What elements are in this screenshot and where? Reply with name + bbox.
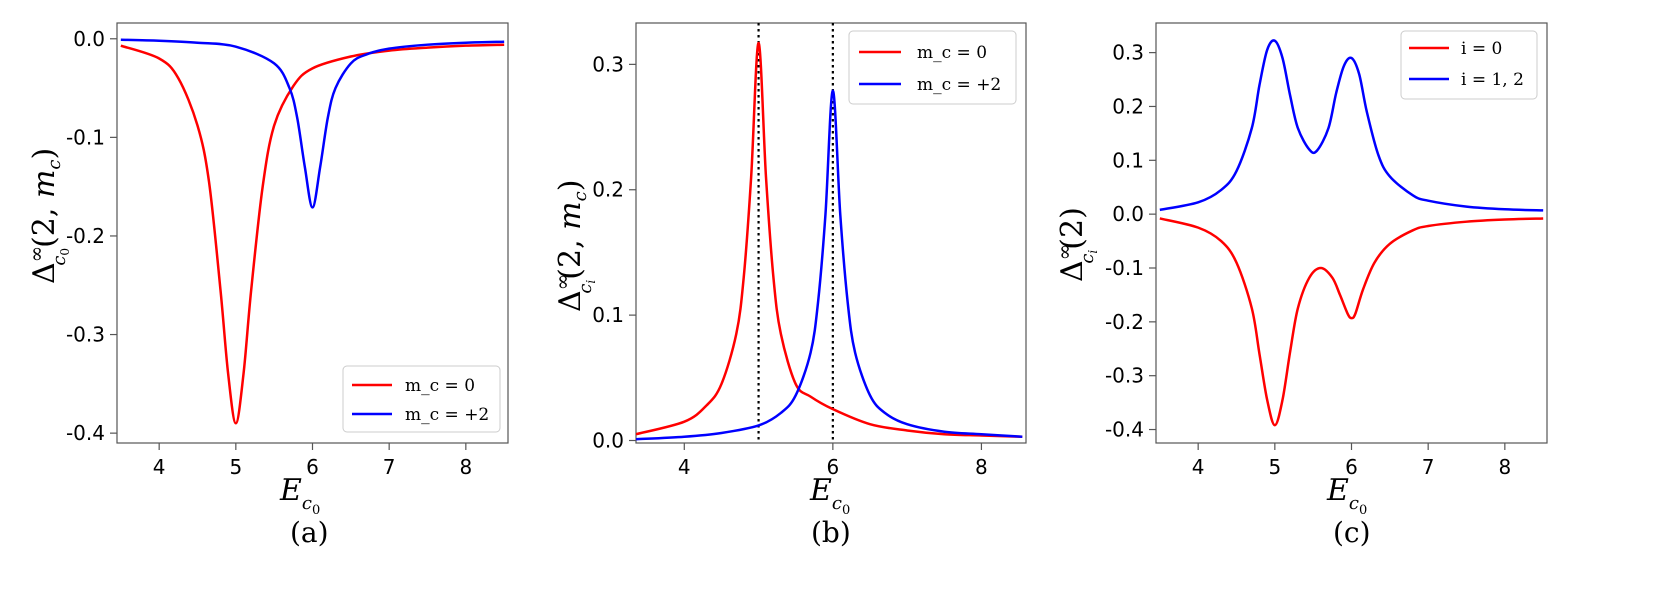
x-tick-label: 6 bbox=[1345, 455, 1358, 479]
x-tick-label: 5 bbox=[229, 455, 242, 479]
x-axis-label: Ec0 bbox=[809, 473, 850, 518]
x-tick-label: 6 bbox=[826, 455, 839, 479]
legend-box bbox=[342, 365, 501, 433]
y-tick-label: 0.1 bbox=[1112, 148, 1144, 172]
panel-label: (c) bbox=[1333, 516, 1371, 549]
tick-marks bbox=[110, 38, 467, 450]
curves bbox=[636, 41, 1023, 441]
legend-label: m_c = 0 bbox=[917, 43, 987, 63]
x-tick-label: 7 bbox=[1422, 455, 1435, 479]
x-tick-label: 5 bbox=[1268, 455, 1281, 479]
series-line-i-0 bbox=[1159, 217, 1544, 427]
y-tick-label: 0.2 bbox=[1112, 94, 1144, 118]
x-tick-label: 8 bbox=[459, 455, 472, 479]
curves bbox=[120, 38, 505, 425]
plot-frame bbox=[635, 22, 1027, 444]
tick-marks bbox=[629, 63, 983, 450]
legend: m_c = 0 m_c = +2 bbox=[342, 365, 501, 433]
y-tick-label: 0.0 bbox=[1112, 202, 1144, 226]
series-line-m-c-2 bbox=[120, 38, 505, 209]
x-tick-label: 8 bbox=[1498, 455, 1511, 479]
legend-label: m_c = +2 bbox=[405, 405, 489, 425]
legend: m_c = 0 m_c = +2 bbox=[848, 30, 1017, 105]
legend-label: m_c = +2 bbox=[917, 75, 1001, 95]
y-tick-label: 0.3 bbox=[592, 52, 624, 76]
x-tick-label: 4 bbox=[678, 455, 691, 479]
y-axis-label: Δ∞ci(2, mc) bbox=[550, 180, 598, 312]
y-tick-label: 0.0 bbox=[592, 428, 624, 452]
tick-labels: 4 6 8 0.0 0.1 0.2 0.3 bbox=[592, 52, 988, 479]
series-line-m-c-0 bbox=[636, 41, 1023, 438]
y-tick-label: 0.3 bbox=[1112, 41, 1144, 65]
legend-label: m_c = 0 bbox=[405, 376, 475, 396]
tick-labels: 4 5 6 7 8 0.3 0.2 0.1 0.0 -0.1 -0.2 -0.3 -0.4 bbox=[1105, 41, 1511, 479]
y-tick-label: -0.4 bbox=[1105, 418, 1144, 442]
series-line-m-c-2 bbox=[636, 89, 1023, 441]
y-tick-label: 0.1 bbox=[592, 303, 624, 327]
y-tick-label: 0.2 bbox=[592, 178, 624, 202]
legend-label: i = 1, 2 bbox=[1461, 70, 1524, 90]
reference-lines bbox=[757, 23, 834, 443]
legend-box bbox=[848, 30, 1017, 105]
y-tick-label: -0.1 bbox=[1105, 256, 1144, 280]
y-tick-label: -0.1 bbox=[66, 125, 105, 149]
y-axis-label: Δ∞ci(2) bbox=[1052, 207, 1100, 282]
series-line-i-1-2 bbox=[1159, 39, 1544, 212]
panel-b: 4 6 8 0.0 0.1 0.2 0.3 m_c = 0 m_c = +2 Ec0 (b)… bbox=[550, 22, 1027, 549]
x-tick-label: 4 bbox=[1192, 455, 1205, 479]
panel-a: 4 5 6 7 8 0.0 -0.1 -0.2 -0.3 -0.4 m_c = 0 m_c = +… bbox=[24, 22, 509, 549]
x-axis-label: Ec0 bbox=[1326, 473, 1367, 518]
curves bbox=[1159, 39, 1544, 427]
y-tick-label: -0.2 bbox=[1105, 310, 1144, 334]
panel-label: (a) bbox=[290, 516, 329, 549]
legend-label: i = 0 bbox=[1461, 39, 1502, 59]
y-tick-label: -0.3 bbox=[1105, 364, 1144, 388]
y-axis-label: Δ∞c0(2, mc) bbox=[24, 148, 72, 284]
x-axis-label: Ec0 bbox=[279, 473, 320, 518]
x-tick-label: 6 bbox=[306, 455, 319, 479]
y-tick-label: -0.3 bbox=[66, 323, 105, 347]
x-tick-label: 4 bbox=[153, 455, 166, 479]
y-tick-label: -0.4 bbox=[66, 421, 105, 445]
y-tick-label: 0.0 bbox=[73, 27, 105, 51]
panel-c: 4 5 6 7 8 0.3 0.2 0.1 0.0 -0.1 -0.2 -0.3 -0.4 i = 0 … bbox=[1052, 22, 1548, 549]
x-tick-label: 8 bbox=[975, 455, 988, 479]
panel-label: (b) bbox=[811, 516, 851, 549]
series-line-m-c-0 bbox=[120, 43, 505, 425]
tick-labels: 4 5 6 7 8 0.0 -0.1 -0.2 -0.3 -0.4 bbox=[66, 27, 472, 479]
legend: i = 0 i = 1, 2 bbox=[1400, 30, 1538, 100]
x-tick-label: 7 bbox=[383, 455, 396, 479]
y-tick-label: -0.2 bbox=[66, 224, 105, 248]
tick-marks bbox=[1149, 52, 1506, 450]
